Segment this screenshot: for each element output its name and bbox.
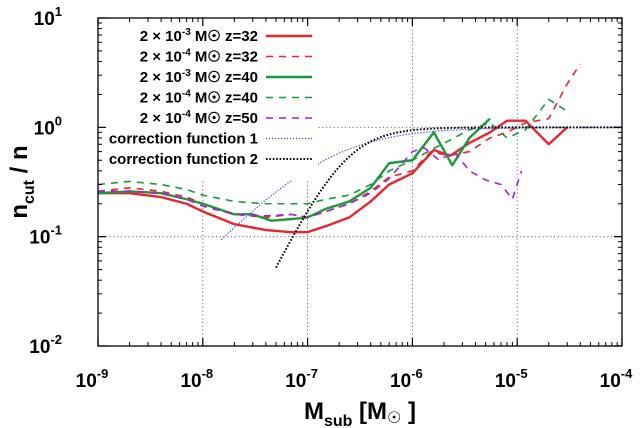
plot-frame [97,17,623,347]
legend-label-7: correction function 2 [109,151,258,168]
x-tick-label-5: 10-5 [495,366,528,392]
y-tick-label-2: 10-1 [29,223,62,249]
y-tick-label-1: 10-2 [29,332,62,358]
y-axis-title: ncut / n [6,145,38,218]
legend: 2 × 10-3 M☉ z=32 2 × 10-4 M☉ z=32 2 × 10-3… [109,27,312,168]
x-title-suffix: [M [352,398,387,425]
x-tick-label-2: 10-8 [180,366,213,392]
series-layer [98,63,622,269]
y-tick-label-4: 101 [34,4,62,30]
tick-labels: 10-9 10-8 10-7 10-6 10-5 10-4 10-2 10-1 100 101 [29,4,633,392]
x-title-main: M [304,398,324,425]
x-axis-title: Msub [M☉ ] [304,398,416,428]
legend-label-6: correction function 1 [109,131,258,148]
x-tick-label-3: 10-7 [285,366,318,392]
series-line-4 [98,98,568,205]
legend-label-3: 2 × 10-3 M☉ z=40 [140,68,258,86]
y-tick-label-3: 100 [34,113,62,139]
y-title-main: n [6,204,33,219]
legend-label-5: 2 × 10-4 M☉ z=50 [140,109,258,127]
series-line-2 [98,63,581,219]
series-line-7 [275,126,622,269]
x-title-sub: sub [324,413,353,428]
ticks [97,17,623,347]
x-tick-label-1: 10-9 [76,366,109,392]
x-tick-label-4: 10-6 [390,366,423,392]
y-title-suffix: / n [6,145,33,180]
series-line-6 [220,126,622,241]
legend-label-4: 2 × 10-4 M☉ z=40 [140,89,258,107]
x-title-sun: ☉ [387,408,401,427]
y-title-sub: cut [21,179,38,204]
x-title-close: ] [401,398,416,425]
x-tick-label-6: 10-4 [600,366,633,392]
legend-background [99,19,318,180]
legend-label-1: 2 × 10-3 M☉ z=32 [140,27,258,45]
legend-label-2: 2 × 10-4 M☉ z=32 [140,48,258,66]
